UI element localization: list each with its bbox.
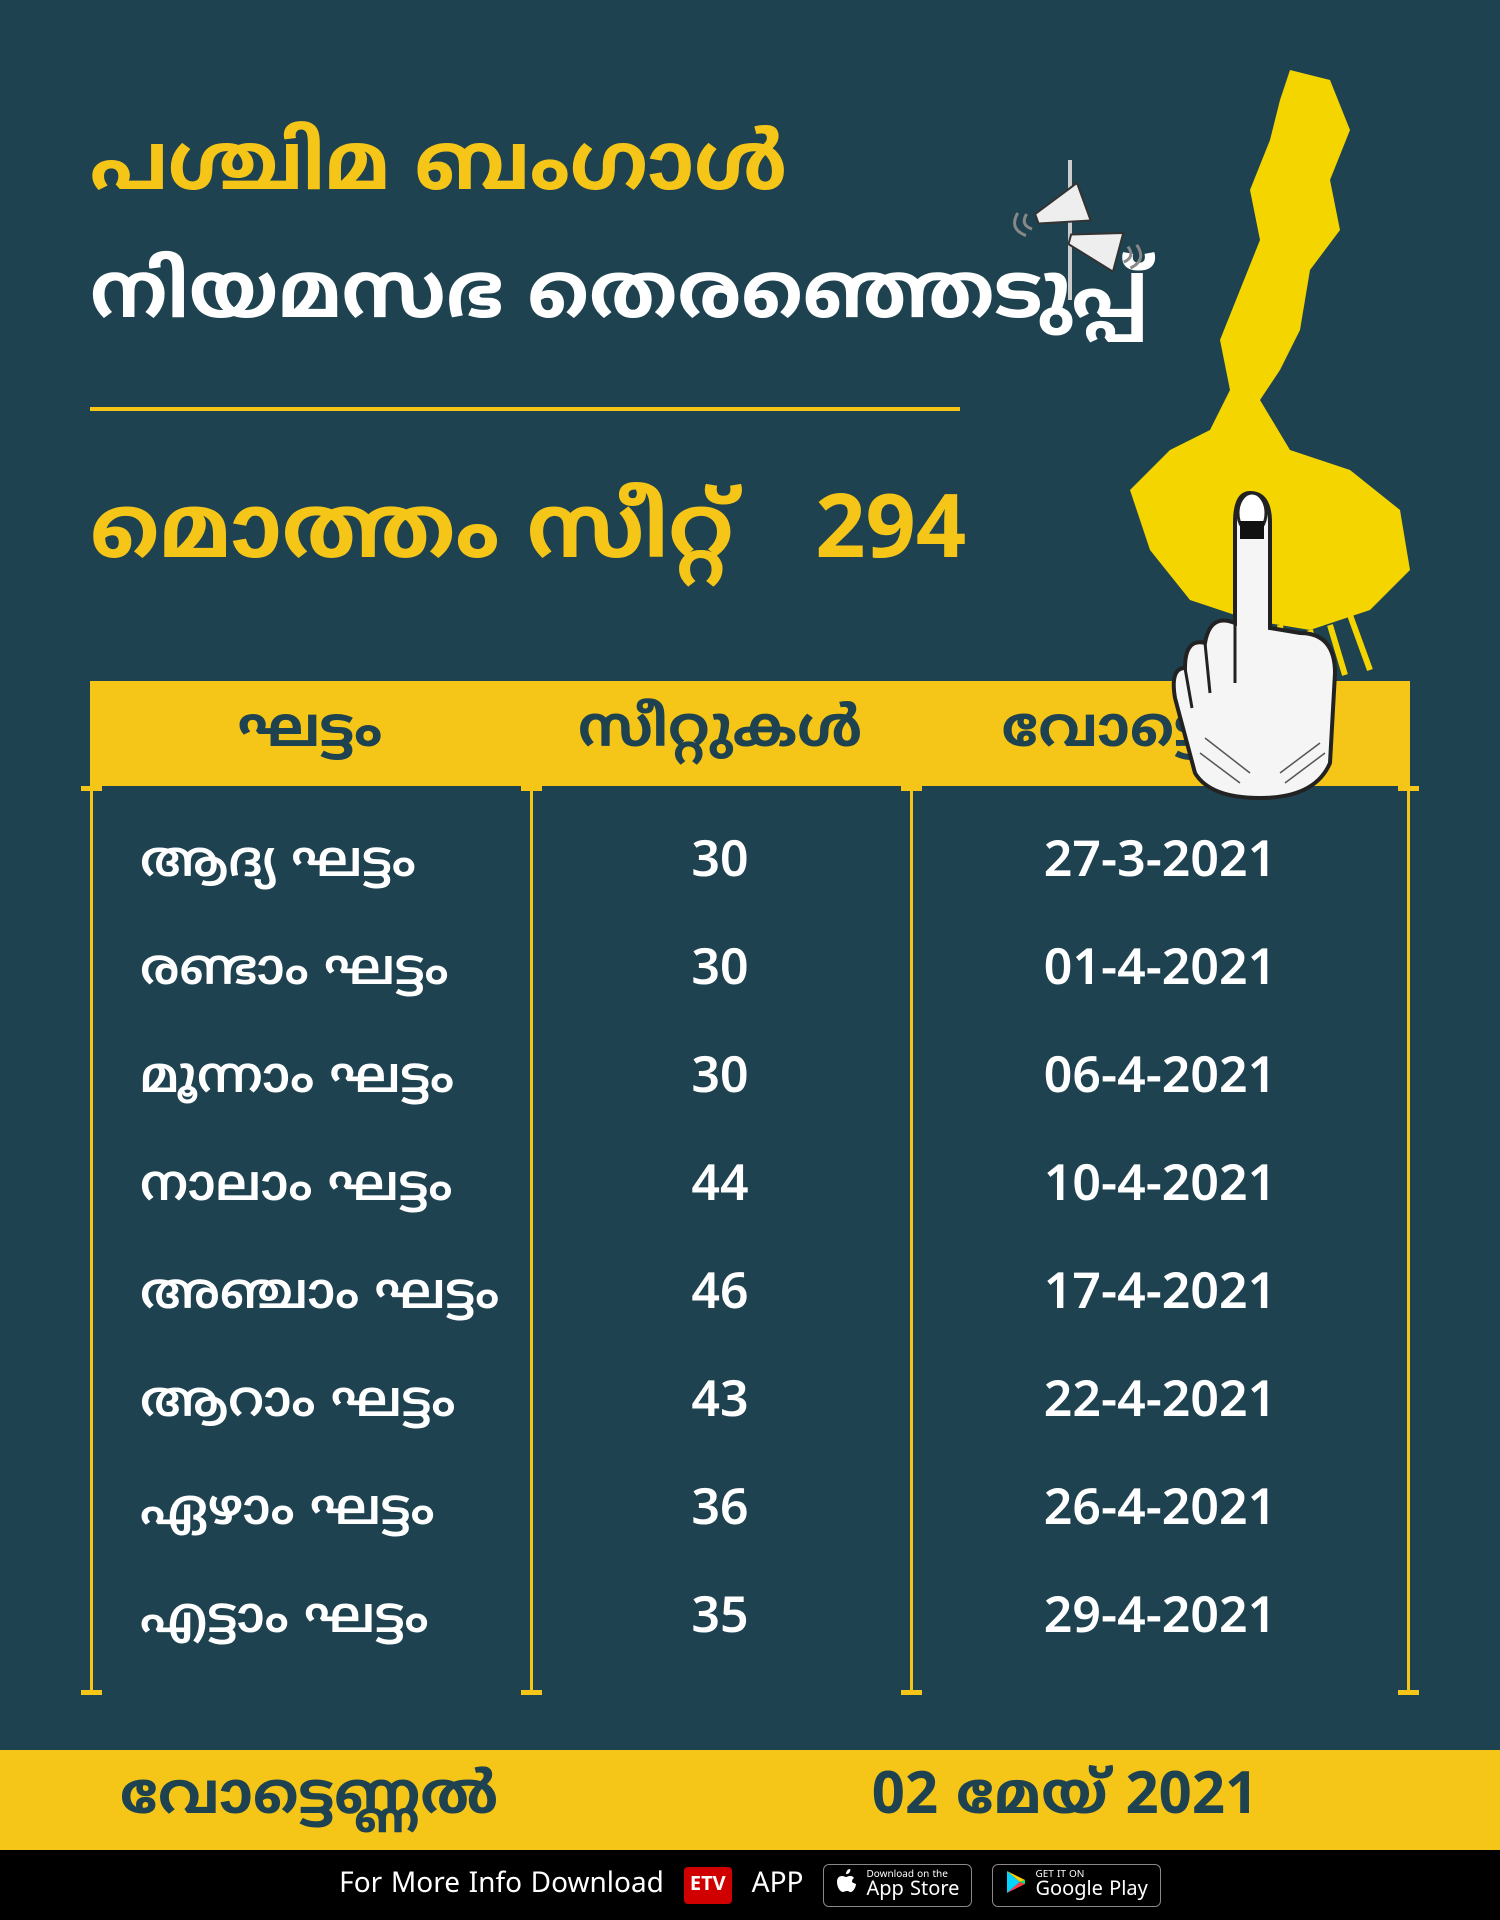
- cell-seats: 30: [530, 834, 910, 896]
- table-row: എട്ടാം ഘട്ടം3529-4-2021: [90, 1567, 1410, 1675]
- footer: For More Info Download ETV APP Download …: [0, 1850, 1500, 1920]
- cell-phase: നാലാം ഘട്ടം: [90, 1158, 530, 1220]
- table-row: ആദ്യ ഘട്ടം3027-3-2021: [90, 811, 1410, 919]
- counting-label: വോട്ടെണ്ണൽ: [120, 1764, 750, 1836]
- cell-date: 27-3-2021: [910, 834, 1410, 896]
- table-row: അഞ്ചാം ഘട്ടം4617-4-2021: [90, 1243, 1410, 1351]
- cell-phase: ഏഴാം ഘട്ടം: [90, 1482, 530, 1544]
- cell-phase: രണ്ടാം ഘട്ടം: [90, 942, 530, 1004]
- play-big: Google Play: [1035, 1880, 1147, 1902]
- total-seats-label: മൊത്തം സീറ്റ്: [90, 481, 734, 591]
- col-seats: സീറ്റുകൾ: [530, 699, 910, 768]
- col-phase: ഘട്ടം: [90, 699, 530, 768]
- cell-date: 17-4-2021: [910, 1266, 1410, 1328]
- cell-phase: അഞ്ചാം ഘട്ടം: [90, 1266, 530, 1328]
- voting-finger-icon: [1150, 483, 1370, 810]
- divider: [90, 407, 960, 411]
- cell-phase: മൂന്നാം ഘട്ടം: [90, 1050, 530, 1112]
- megaphone-icon: [980, 160, 1160, 307]
- footer-text: For More Info Download: [339, 1868, 664, 1903]
- cell-phase: എട്ടാം ഘട്ടം: [90, 1590, 530, 1652]
- table-row: ആറാം ഘട്ടം4322-4-2021: [90, 1351, 1410, 1459]
- cell-seats: 44: [530, 1158, 910, 1220]
- cell-date: 10-4-2021: [910, 1158, 1410, 1220]
- cell-seats: 35: [530, 1590, 910, 1652]
- map-illustration: [1030, 50, 1450, 770]
- table-row: രണ്ടാം ഘട്ടം3001-4-2021: [90, 919, 1410, 1027]
- cell-seats: 46: [530, 1266, 910, 1328]
- cell-date: 29-4-2021: [910, 1590, 1410, 1652]
- googleplay-badge[interactable]: GET IT ON Google Play: [992, 1864, 1160, 1907]
- cell-date: 06-4-2021: [910, 1050, 1410, 1112]
- cell-date: 01-4-2021: [910, 942, 1410, 1004]
- cell-seats: 36: [530, 1482, 910, 1544]
- table-row: മൂന്നാം ഘട്ടം3006-4-2021: [90, 1027, 1410, 1135]
- cell-phase: ആദ്യ ഘട്ടം: [90, 834, 530, 896]
- cell-phase: ആറാം ഘട്ടം: [90, 1374, 530, 1436]
- result-bar: വോട്ടെണ്ണൽ 02 മേയ് 2021: [0, 1750, 1500, 1850]
- play-icon: [1005, 1870, 1027, 1901]
- cell-date: 22-4-2021: [910, 1374, 1410, 1436]
- total-seats-value: 294: [815, 481, 966, 591]
- appstore-badge[interactable]: Download on the App Store: [823, 1864, 972, 1907]
- cell-date: 26-4-2021: [910, 1482, 1410, 1544]
- appstore-big: App Store: [866, 1880, 959, 1902]
- cell-seats: 43: [530, 1374, 910, 1436]
- cell-seats: 30: [530, 942, 910, 1004]
- etv-logo: ETV: [684, 1867, 732, 1904]
- table-row: നാലാം ഘട്ടം4410-4-2021: [90, 1135, 1410, 1243]
- counting-date: 02 മേയ് 2021: [750, 1764, 1380, 1836]
- app-label: APP: [752, 1868, 804, 1903]
- table-row: ഏഴാം ഘട്ടം3626-4-2021: [90, 1459, 1410, 1567]
- table-body: ആദ്യ ഘട്ടം3027-3-2021രണ്ടാം ഘട്ടം3001-4-…: [90, 786, 1410, 1695]
- apple-icon: [836, 1869, 858, 1902]
- cell-seats: 30: [530, 1050, 910, 1112]
- phase-table: ഘട്ടം സീറ്റുകൾ വോട്ടെടുപ്പ് ആദ്യ ഘട്ടം30…: [0, 681, 1500, 1695]
